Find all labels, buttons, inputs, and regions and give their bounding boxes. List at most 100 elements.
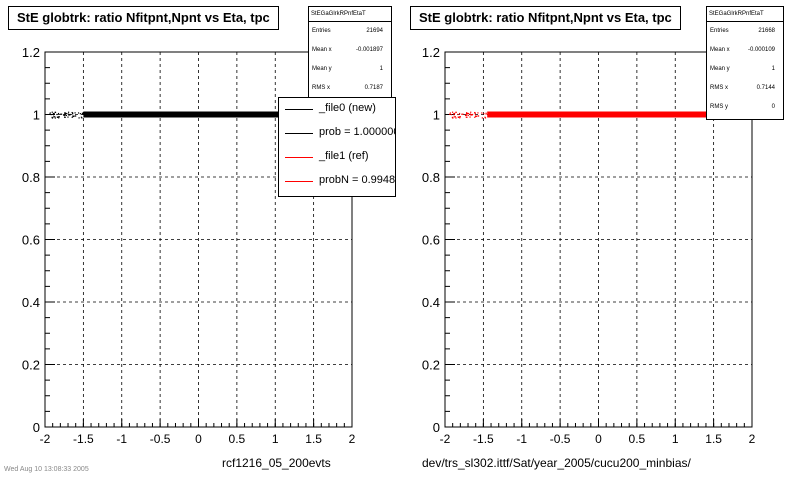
right-stats-row: RMS x 0.7144: [707, 79, 783, 98]
left-data-point: [57, 112, 60, 115]
legend-entry: _file1 (ref): [279, 146, 395, 170]
right-data-point: [477, 115, 479, 117]
right-data-point: [458, 112, 461, 115]
left-stats-label: RMS x: [312, 85, 330, 91]
right-data-point: [449, 113, 451, 115]
left-x-tick-label: 1: [272, 432, 279, 446]
left-data-point: [64, 114, 66, 116]
left-data-point: [53, 116, 55, 118]
right-y-tick-label: 1: [433, 108, 440, 123]
left-y-tick-label: 1: [33, 108, 40, 123]
left-data-point: [74, 115, 76, 117]
right-x-tick-label: 0.5: [629, 432, 646, 446]
right-stats-label: Mean y: [710, 66, 730, 72]
legend-line: [285, 133, 313, 134]
legend-line: [285, 109, 313, 110]
left-data-point: [51, 117, 54, 119]
left-data-point: [53, 112, 55, 115]
left-x-tick-label: -1: [116, 432, 127, 446]
right-data-point: [457, 116, 459, 118]
right-data-point: [469, 116, 471, 118]
left-y-tick-label: 0.2: [22, 358, 40, 373]
right-data-point: [477, 112, 479, 114]
right-chart-title: StE globtrk: ratio Nfitpnt,Npnt vs Eta, …: [410, 6, 681, 30]
left-y-tick-label: 1.2: [22, 45, 40, 60]
left-data-point: [67, 116, 69, 118]
right-x-tick-label: 2: [749, 432, 756, 446]
left-data-point: [72, 113, 74, 115]
right-x-axis-label: dev/trs_sl302.ittf/Sat/year_2005/cucu200…: [422, 456, 691, 470]
legend-line: [285, 157, 313, 158]
right-data-point: [474, 112, 476, 114]
left-x-tick-label: 2: [349, 432, 356, 446]
right-data-point: [469, 113, 472, 115]
left-data-point: [66, 112, 68, 115]
left-data-point: [78, 117, 80, 119]
right-stats-label: Mean x: [710, 47, 730, 53]
right-stats-row: RMS y 0: [707, 98, 783, 117]
legend-label: _file0 (new): [319, 102, 376, 114]
right-data-point: [449, 112, 451, 114]
right-data-point: [457, 113, 459, 116]
left-data-point: [64, 116, 66, 118]
left-data-point: [56, 116, 58, 118]
left-data-point: [51, 111, 53, 113]
right-data-point: [450, 113, 452, 116]
left-stats-value: -0.001897: [355, 47, 383, 53]
left-stats-row: Entries 21694: [309, 22, 391, 41]
left-stats-row: RMS x 0.7187: [309, 79, 391, 98]
right-x-tick-label: -1: [516, 432, 527, 446]
left-data-point: [63, 116, 66, 118]
left-data-band: [83, 111, 314, 118]
left-data-point: [65, 112, 67, 115]
right-stats-name: StEGaGlrkRPnfEtaT: [707, 7, 783, 22]
right-data-point: [484, 117, 487, 119]
legend-label: _file1 (ref): [319, 150, 369, 162]
right-data-point: [454, 112, 456, 115]
right-y-tick-label: 0.2: [422, 358, 440, 373]
left-x-tick-label: 0.5: [229, 432, 246, 446]
left-data-point: [69, 114, 71, 116]
right-x-tick-label: -2: [440, 432, 451, 446]
right-data-point: [455, 111, 457, 113]
right-data-point: [481, 117, 483, 119]
right-data-point: [462, 113, 464, 115]
left-data-point: [72, 115, 74, 118]
right-data-point: [466, 112, 469, 115]
right-data-point: [474, 116, 476, 118]
right-stats-box: StEGaGlrkRPnfEtaT Entries 21668 Mean x -…: [706, 6, 784, 120]
right-data-point: [484, 116, 486, 118]
right-data-band: [487, 111, 714, 118]
left-data-point: [81, 113, 84, 115]
right-y-tick-label: 0: [433, 420, 440, 435]
legend-entry: _file0 (new): [279, 98, 395, 122]
left-data-point: [67, 111, 70, 113]
left-x-tick-label: 0: [195, 432, 202, 446]
right-data-point: [465, 116, 467, 118]
left-stats-value: 1: [379, 66, 383, 72]
right-stats-label: RMS x: [710, 85, 728, 91]
right-data-point: [485, 112, 487, 114]
left-data-point: [73, 115, 75, 117]
left-data-point: [63, 114, 65, 117]
left-x-tick-label: -2: [40, 432, 51, 446]
left-data-point: [74, 112, 76, 114]
right-data-point: [466, 114, 468, 116]
right-stats-label: Entries: [710, 28, 729, 34]
right-data-point: [481, 112, 483, 114]
right-stats-row: Entries 21668: [707, 22, 783, 41]
left-data-point: [54, 116, 56, 118]
legend-entry: prob = 1.000000: [279, 122, 395, 146]
left-y-tick-label: 0: [33, 420, 40, 435]
left-data-point: [58, 116, 60, 118]
legend-entry: probN = 0.994890: [279, 170, 395, 194]
right-stats-value: -0.000109: [747, 47, 775, 53]
left-stats-label: Entries: [312, 28, 331, 34]
right-data-point: [471, 114, 473, 116]
left-data-point: [53, 114, 55, 116]
left-data-point: [65, 114, 67, 117]
left-x-tick-label: -1.5: [73, 432, 94, 446]
right-y-tick-label: 1.2: [422, 45, 440, 60]
right-data-point: [459, 117, 461, 119]
right-data-point: [455, 117, 457, 119]
